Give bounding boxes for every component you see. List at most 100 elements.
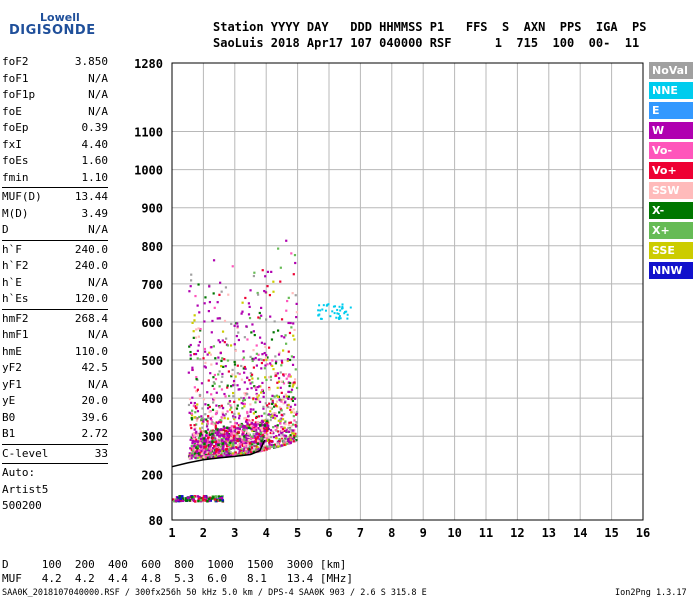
legend-e: E — [649, 102, 693, 119]
echo-point — [246, 422, 249, 425]
echo-point — [244, 296, 247, 300]
echo-point — [221, 413, 225, 416]
echo-point — [259, 391, 263, 394]
echo-point — [326, 303, 329, 306]
echo-point — [209, 497, 213, 500]
echo-point — [220, 434, 223, 437]
echo-point — [201, 407, 204, 410]
echo-point — [258, 434, 261, 437]
echo-point — [221, 406, 225, 410]
echo-point — [282, 426, 285, 429]
echo-point — [237, 431, 240, 434]
echo-point — [211, 319, 214, 323]
echo-point — [255, 392, 258, 396]
echo-point — [272, 426, 275, 429]
echo-point — [191, 396, 194, 399]
echo-point — [194, 446, 198, 449]
echo-point — [291, 399, 295, 402]
echo-point — [269, 439, 272, 442]
echo-point — [175, 498, 178, 501]
echo-point — [256, 435, 259, 439]
echo-point — [274, 446, 277, 449]
echo-point — [273, 320, 276, 323]
echo-point — [226, 384, 229, 387]
echo-point — [227, 435, 230, 438]
echo-point — [191, 497, 194, 501]
echo-point — [236, 326, 239, 329]
echo-point — [208, 440, 211, 444]
echo-point — [280, 364, 283, 367]
echo-point — [288, 439, 291, 442]
echo-point — [280, 435, 283, 439]
echo-point — [217, 495, 220, 498]
echo-point — [213, 387, 216, 390]
echo-point — [251, 377, 254, 380]
echo-point — [249, 451, 253, 454]
echo-point — [218, 317, 221, 320]
echo-point — [207, 499, 211, 503]
y-tick-label: 600 — [141, 316, 163, 330]
x-tick-label: 16 — [636, 526, 650, 540]
echo-point — [270, 436, 273, 439]
echo-point — [289, 434, 292, 437]
echo-point — [294, 425, 298, 428]
echo-point — [198, 340, 202, 344]
echo-point — [202, 418, 205, 421]
echo-point — [186, 496, 190, 500]
echo-point — [224, 365, 227, 368]
echo-point — [220, 437, 224, 441]
param-value: 33 — [94, 446, 108, 460]
echo-point — [265, 429, 268, 433]
echo-point — [280, 429, 283, 432]
echo-point — [327, 303, 330, 306]
echo-point — [266, 404, 269, 407]
echo-point — [272, 290, 275, 293]
echo-point — [284, 434, 287, 438]
echo-point — [191, 321, 194, 324]
echo-point — [231, 436, 235, 439]
param-g1-6: foEs 1.60 — [2, 153, 108, 170]
echo-point — [274, 403, 277, 406]
echo-point — [260, 358, 263, 361]
echo-point — [287, 442, 290, 445]
echo-point — [233, 360, 236, 364]
echo-point — [273, 395, 276, 398]
echo-point — [179, 498, 182, 502]
echo-point — [240, 396, 243, 400]
echo-point — [291, 363, 295, 366]
echo-point — [207, 456, 210, 459]
echo-point — [204, 296, 207, 299]
x-tick-label: 9 — [420, 526, 427, 540]
echo-point — [262, 391, 265, 395]
param-name: foF1 — [2, 71, 29, 85]
echo-point — [283, 426, 286, 429]
echo-point — [263, 419, 267, 422]
echo-point — [256, 442, 260, 446]
echo-point — [224, 454, 228, 457]
echo-point — [275, 414, 278, 418]
echo-point — [284, 420, 287, 423]
param-name: M(D) — [2, 206, 29, 220]
x-tick-label: 15 — [604, 526, 618, 540]
echo-point — [293, 338, 296, 341]
echo-point — [245, 427, 249, 430]
param-g4-0: hmF2 268.4 — [2, 311, 108, 328]
echo-point — [198, 434, 202, 437]
y-tick-label: 800 — [141, 240, 163, 254]
echo-point — [264, 356, 268, 359]
echo-point — [289, 441, 292, 444]
echo-point — [269, 315, 272, 318]
param-g1-0: foF2 3.850 — [2, 54, 108, 71]
echo-point — [233, 425, 236, 428]
echo-point — [203, 442, 206, 445]
echo-point — [295, 315, 298, 319]
echo-point — [218, 370, 221, 373]
echo-point — [197, 344, 200, 347]
echo-point — [215, 391, 218, 394]
echo-point — [204, 445, 207, 449]
echo-point — [214, 426, 217, 429]
echo-point — [218, 499, 222, 502]
param-name: h`E — [2, 275, 22, 289]
echo-point — [239, 452, 242, 455]
echo-point — [206, 428, 210, 431]
